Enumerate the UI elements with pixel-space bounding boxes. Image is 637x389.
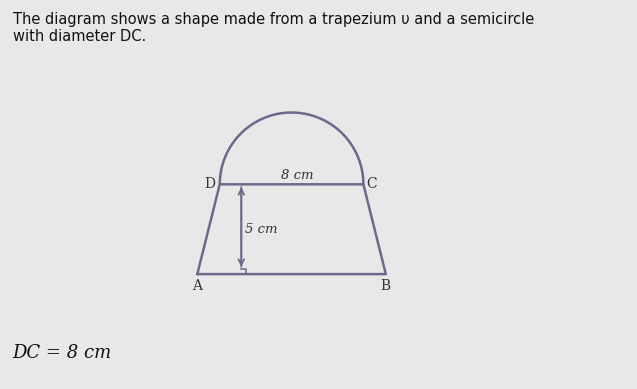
Text: C: C xyxy=(366,177,376,191)
Text: D: D xyxy=(204,177,215,191)
Text: 8 cm: 8 cm xyxy=(281,169,313,182)
Text: A: A xyxy=(192,279,203,293)
Text: B: B xyxy=(381,279,391,293)
Text: DC = 8 cm: DC = 8 cm xyxy=(13,344,112,362)
Text: 5 cm: 5 cm xyxy=(245,223,278,236)
Text: The diagram shows a shape made from a trapezium υ and a semicircle
with diameter: The diagram shows a shape made from a tr… xyxy=(13,12,534,44)
